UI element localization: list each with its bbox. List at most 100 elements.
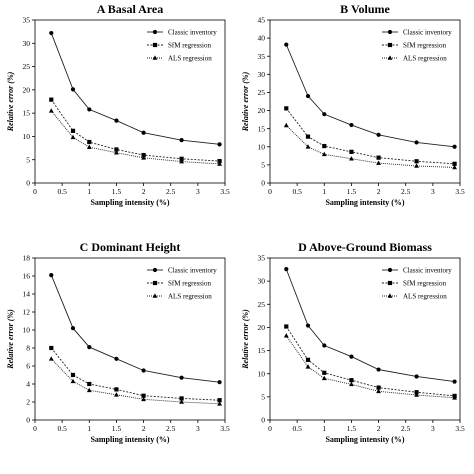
y-tick-label: 25 — [258, 300, 266, 309]
legend-marker — [387, 42, 393, 48]
data-point — [70, 378, 76, 384]
chart-title: B Volume — [340, 2, 390, 16]
data-point — [414, 163, 419, 168]
data-point — [414, 392, 419, 397]
y-tick-label: 10 — [258, 369, 266, 378]
series-line-1 — [50, 274, 220, 383]
data-point — [141, 368, 146, 373]
y-tick-label: 10 — [23, 132, 31, 141]
chart-panel-1: A Basal Area 0 0.5 1 1.5 2 2.5 3 3.5 0 5 10 15 20 25 30… — [6, 2, 230, 207]
x-tick-label: 3.5 — [455, 424, 465, 433]
data-point — [321, 151, 327, 157]
chart-panel-4: D Above-Ground Biomass 0 0.5 1 1.5 2 2.5 3 3.5 0 5… — [241, 240, 465, 444]
data-point — [49, 30, 54, 36]
data-point — [322, 370, 327, 375]
data-point — [452, 164, 457, 170]
data-point — [70, 326, 76, 331]
x-tick-label: 1.5 — [347, 187, 357, 196]
data-point — [321, 375, 327, 381]
y-axis-label: Relative error (%) — [6, 309, 15, 370]
legend-label: ALS regression — [403, 292, 447, 300]
data-point — [305, 323, 311, 328]
y-tick-label: 12 — [23, 308, 31, 317]
plot-frame — [34, 19, 226, 184]
x-tick-label: 1 — [87, 424, 91, 433]
x-tick-label: 2 — [142, 424, 146, 433]
y-tick-label: 0 — [261, 179, 265, 188]
x-axis-label: Sampling intensity (%) — [325, 435, 404, 444]
data-point — [87, 345, 92, 350]
y-tick-label: 30 — [258, 277, 266, 286]
x-tick-label: 2.5 — [401, 424, 411, 433]
chart-title: D Above-Ground Biomass — [298, 240, 432, 254]
data-point — [48, 356, 54, 361]
y-tick-label: 5 — [261, 160, 265, 169]
x-tick-label: 0 — [268, 424, 272, 433]
legend-marker — [387, 280, 393, 286]
chart-panel-2: B Volume 0 0.5 1 1.5 2 2.5 3 3.5 0 5 10 15 20 25 30 35 40… — [241, 2, 465, 207]
legend-marker — [152, 267, 158, 273]
data-point — [114, 118, 119, 123]
x-tick-label: 3 — [196, 424, 200, 433]
plot-frame — [34, 257, 226, 421]
data-point — [349, 378, 354, 383]
data-point — [70, 372, 76, 378]
y-tick-label: 6 — [26, 362, 30, 371]
data-point — [49, 273, 54, 278]
data-point — [114, 150, 119, 155]
x-tick-label: 3.5 — [220, 187, 230, 196]
x-tick-label: 3.5 — [455, 187, 465, 196]
series-line-2 — [50, 99, 220, 162]
data-point — [86, 387, 92, 393]
legend-marker — [152, 29, 158, 35]
x-tick-label: 0.5 — [57, 187, 67, 196]
data-point — [322, 343, 327, 348]
plot-frame — [269, 19, 461, 184]
data-point — [414, 390, 419, 395]
x-tick-label: 1.5 — [347, 424, 357, 433]
y-tick-label: 40 — [258, 34, 266, 43]
legend-label: ALS regression — [168, 292, 212, 300]
y-tick-label: 5 — [26, 155, 30, 164]
legend-marker — [387, 267, 393, 273]
chart-panel-3: C Dominant Height 0 0.5 1 1.5 2 2.5 3 3.5 0 2 4 6 8 10… — [6, 240, 230, 444]
data-point — [322, 143, 327, 149]
data-point — [349, 381, 354, 387]
x-tick-label: 0.5 — [57, 424, 67, 433]
y-axis-label: Relative error (%) — [241, 71, 250, 132]
data-point — [114, 387, 119, 392]
x-tick-label: 1 — [322, 187, 326, 196]
x-tick-label: 1 — [322, 424, 326, 433]
data-point — [284, 267, 289, 272]
chart-title: C Dominant Height — [80, 240, 181, 254]
data-point — [87, 107, 92, 112]
data-point — [284, 106, 289, 111]
data-point — [141, 130, 146, 135]
data-point — [283, 333, 289, 338]
x-tick-label: 3 — [431, 424, 435, 433]
x-axis-label: Sampling intensity (%) — [90, 435, 169, 444]
data-point — [217, 159, 222, 164]
data-point — [217, 142, 222, 147]
legend-marker — [152, 293, 158, 298]
data-point — [349, 149, 354, 154]
data-point — [217, 401, 222, 406]
x-tick-label: 0.5 — [292, 187, 302, 196]
series-line-3 — [50, 110, 220, 165]
data-point — [141, 396, 146, 402]
y-tick-label: 30 — [23, 39, 31, 48]
series-line-3 — [285, 335, 455, 399]
x-tick-label: 3 — [196, 187, 200, 196]
legend-label: Classic inventory — [168, 28, 217, 36]
data-point — [179, 156, 184, 161]
series-line-2 — [50, 347, 220, 401]
y-tick-label: 14 — [23, 290, 31, 299]
x-tick-label: 2 — [377, 187, 381, 196]
data-point — [114, 147, 119, 152]
data-point — [284, 42, 289, 47]
legend-label: SfM regression — [168, 279, 211, 287]
x-tick-label: 1.5 — [112, 187, 122, 196]
x-tick-label: 0 — [33, 424, 37, 433]
data-point — [414, 140, 419, 145]
